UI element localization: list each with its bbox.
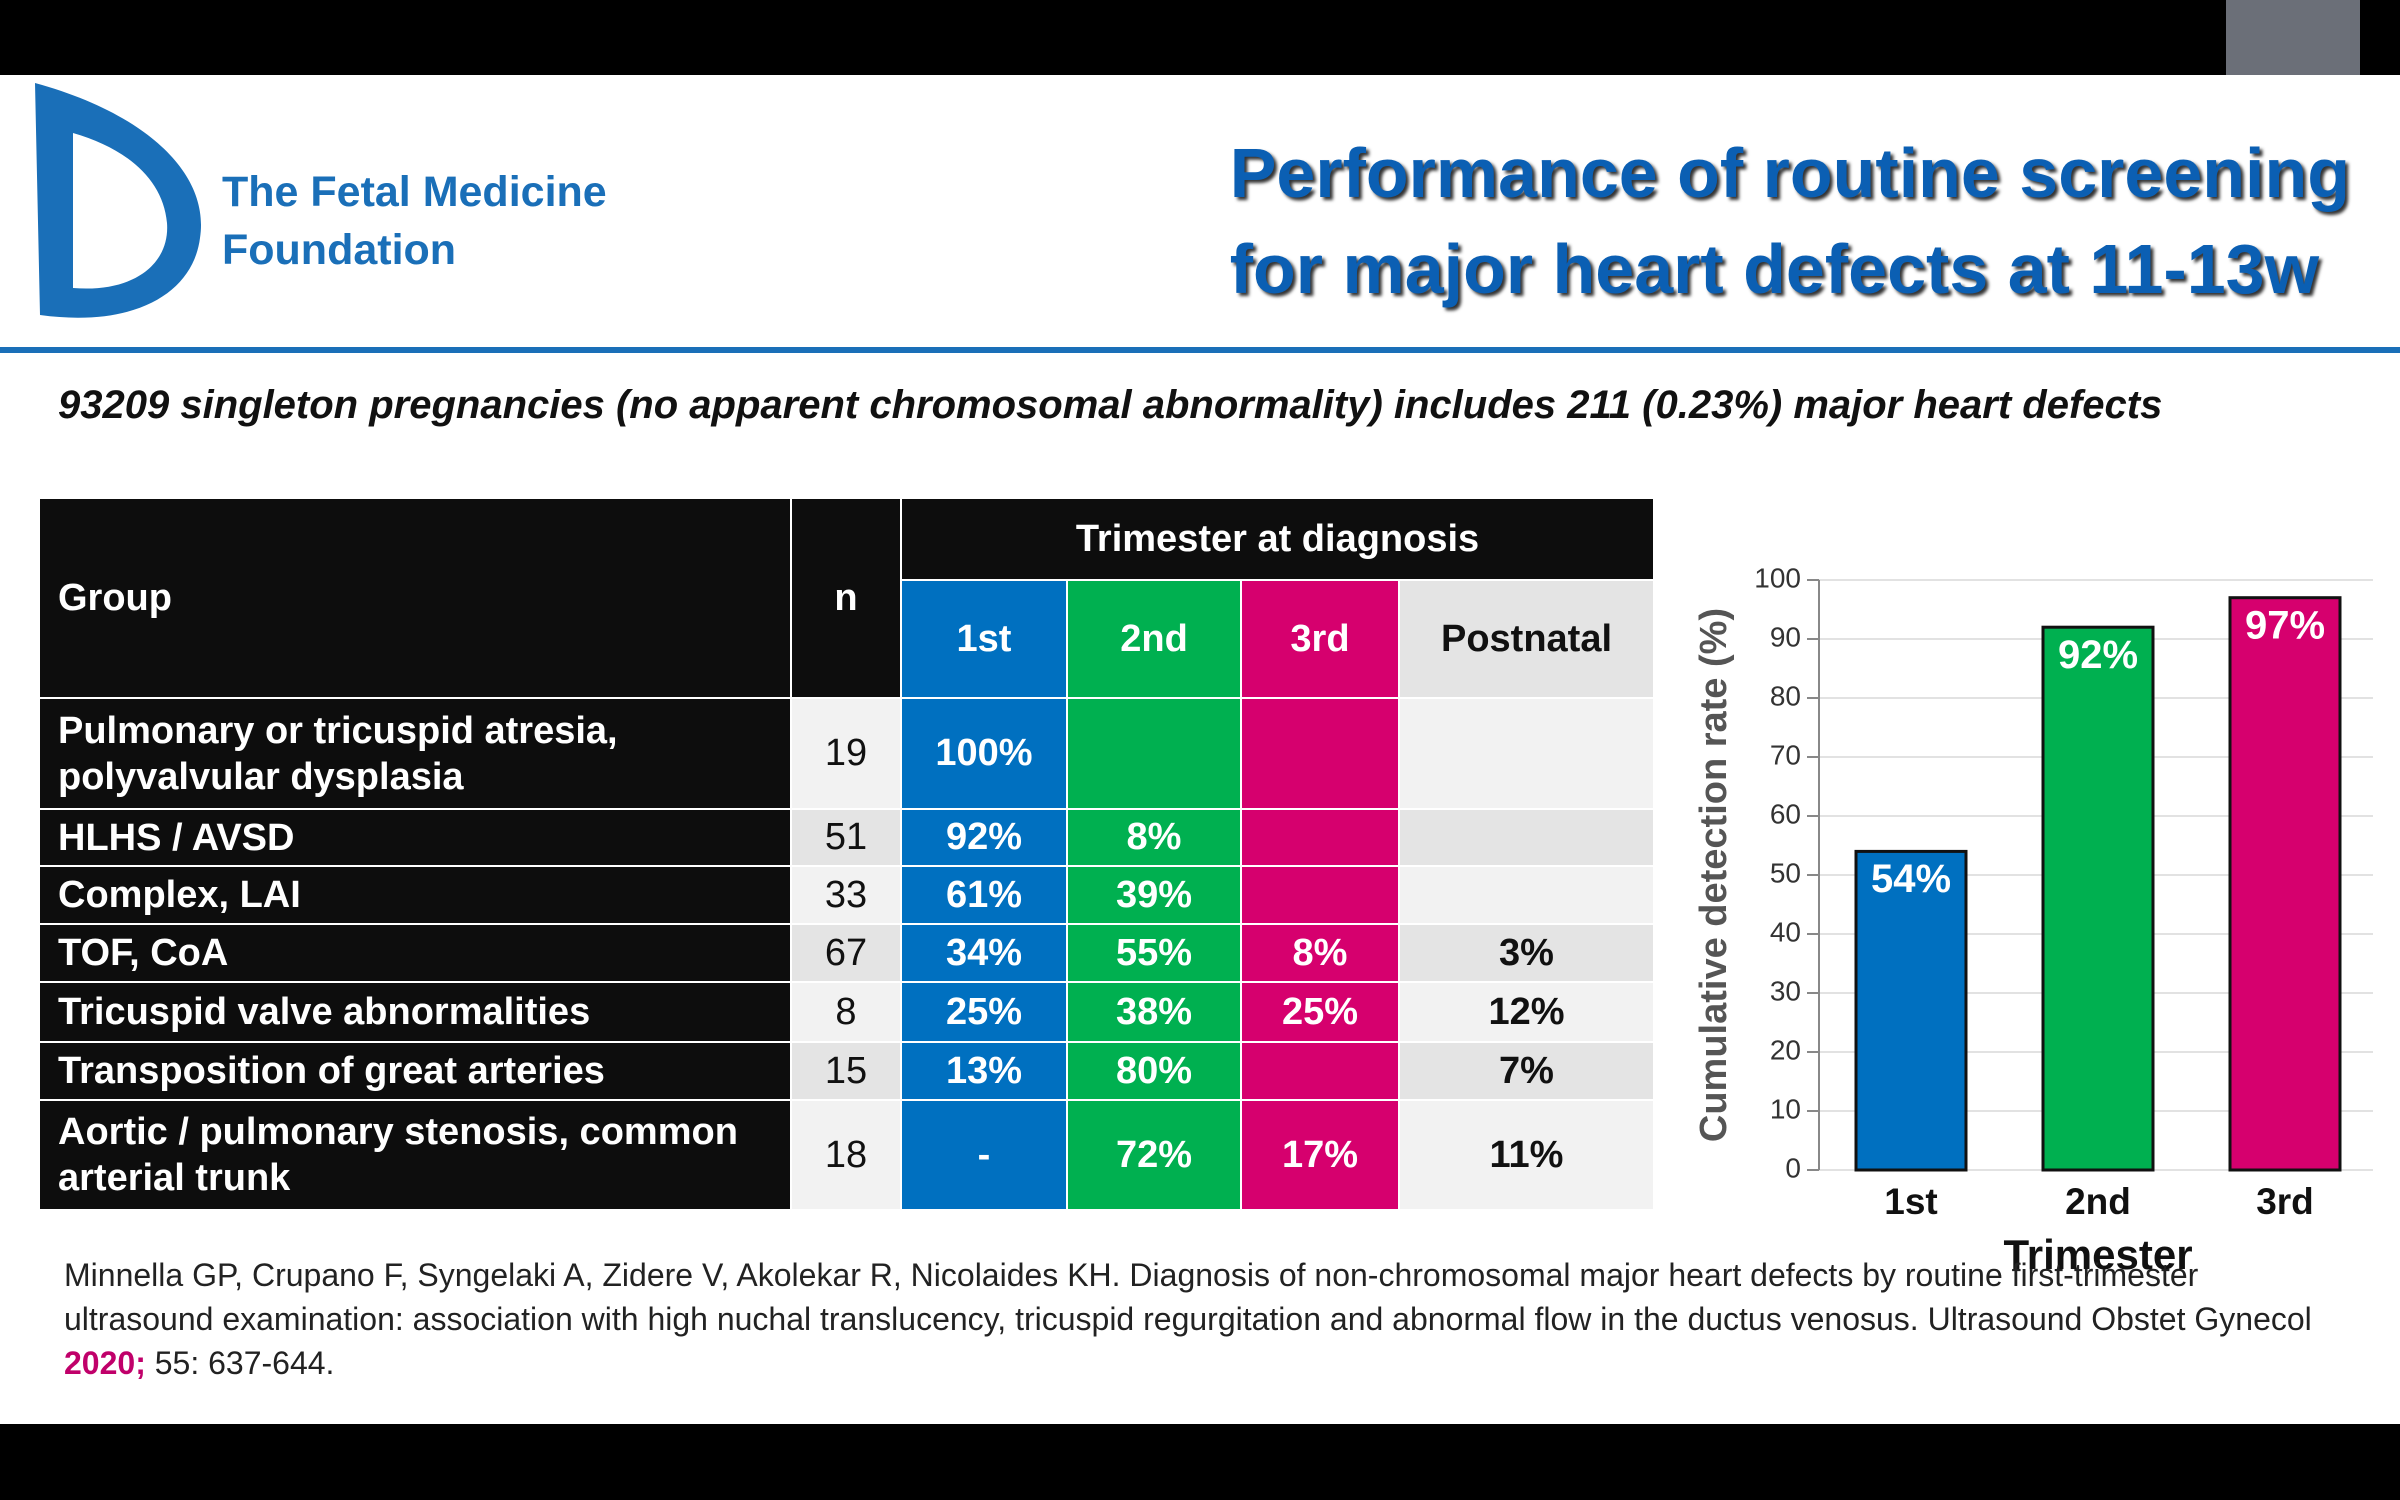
count-cell: 33 (790, 865, 902, 925)
table-row: Pulmonary or tricuspid atresia, polyvalv… (38, 697, 1655, 810)
percent-cell (1240, 1041, 1400, 1101)
percent-cell: 8% (1066, 808, 1242, 867)
group-cell: HLHS / AVSD (38, 808, 792, 867)
percent-cell (1240, 697, 1400, 810)
percent-cell: 72% (1066, 1099, 1242, 1211)
percent-cell (1398, 697, 1655, 810)
table-row: 1st 2nd 3rd Postnatal (39, 579, 1655, 699)
table-row: HLHS / AVSD 51 92% 8% (38, 808, 1655, 867)
percent-cell: 3% (1398, 923, 1655, 983)
bar-value-label: 92% (2058, 633, 2138, 677)
count-cell: 19 (790, 697, 902, 810)
group-cell: Transposition of great arteries (38, 1041, 792, 1101)
percent-cell: 11% (1398, 1099, 1655, 1211)
y-tick-label: 60 (1770, 798, 1801, 829)
bar-value-label: 54% (1871, 857, 1951, 901)
x-axis-label: Trimester (2003, 1231, 2192, 1278)
header-cell: n (790, 497, 902, 699)
group-cell: Aortic / pulmonary stenosis, common arte… (38, 1099, 792, 1211)
slide: The Fetal Medicine Foundation Performanc… (0, 75, 2400, 1424)
percent-cell: 13% (900, 1041, 1068, 1101)
results-table: Group n Trimester at diagnosis 1st 2nd 3rd Pos… (38, 497, 1655, 1211)
bar (2041, 625, 2155, 1172)
table-row: TOF, CoA 67 34% 55% 8% 3% (38, 923, 1655, 983)
y-tick-label: 50 (1770, 857, 1801, 888)
table-row: Tricuspid valve abnormalities 8 25% 38% 25% 1… (38, 981, 1655, 1043)
slide-title: Performance of routine screening for maj… (1230, 125, 2350, 317)
percent-cell: 25% (1240, 981, 1400, 1043)
table-row: Transposition of great arteries 15 13% 80% 7… (38, 1041, 1655, 1101)
subheader-cell: 2nd (1066, 579, 1242, 699)
percent-cell: 7% (1398, 1041, 1655, 1101)
percent-cell: 12% (1398, 981, 1655, 1043)
percent-cell: 61% (900, 865, 1068, 925)
bar-value-label: 97% (2245, 603, 2325, 647)
percent-cell (1398, 808, 1655, 867)
divider (0, 347, 2400, 353)
x-tick-label: 2nd (2065, 1181, 2131, 1222)
count-cell: 51 (790, 808, 902, 867)
y-tick-label: 10 (1770, 1093, 1801, 1124)
group-cell: TOF, CoA (38, 923, 792, 983)
logo-mark (35, 83, 202, 318)
subheader-cell: 1st (900, 579, 1068, 699)
org-line: The Fetal Medicine (222, 168, 607, 216)
percent-cell: - (900, 1099, 1068, 1211)
logo (35, 83, 202, 318)
percent-cell: 8% (1240, 923, 1400, 983)
y-tick-label: 80 (1770, 680, 1801, 711)
percent-cell (1240, 865, 1400, 925)
table-row: Aortic / pulmonary stenosis, common arte… (38, 1099, 1655, 1211)
group-cell: Pulmonary or tricuspid atresia, polyvalv… (38, 697, 792, 810)
percent-cell: 39% (1066, 865, 1242, 925)
x-tick-label: 1st (1884, 1181, 1937, 1222)
y-tick-label: 100 (1754, 562, 1801, 593)
table-row: Complex, LAI 33 61% 39% (38, 865, 1655, 925)
percent-cell: 92% (900, 808, 1068, 867)
percent-cell: 25% (900, 981, 1068, 1043)
y-tick-label: 0 (1785, 1152, 1801, 1183)
percent-cell (1240, 808, 1400, 867)
percent-cell: 100% (900, 697, 1068, 810)
header-cell: Trimester at diagnosis (900, 497, 1655, 581)
percent-cell: 38% (1066, 981, 1242, 1043)
organization-name: The Fetal Medicine Foundation (222, 163, 607, 279)
y-tick-label: 30 (1770, 975, 1801, 1006)
y-tick-label: 40 (1770, 916, 1801, 947)
subheader-cell: 3rd (1240, 579, 1400, 699)
table-row: Group n Trimester at diagnosis (38, 497, 1655, 699)
percent-cell: 34% (900, 923, 1068, 983)
y-tick-label: 20 (1770, 1034, 1801, 1065)
chart: 0 10 20 30 40 50 60 70 80 90 100 Cumulative detecti… (1693, 562, 2373, 1278)
count-cell: 15 (790, 1041, 902, 1101)
bar (1854, 849, 1968, 1172)
citation-year: 2020; (64, 1345, 146, 1381)
y-axis-label: Cumulative detection rate (%) (1693, 608, 1735, 1142)
bar (2228, 596, 2342, 1172)
subtitle: 93209 singleton pregnancies (no apparent… (58, 383, 2163, 427)
citation-pages: 55: 637-644. (154, 1345, 335, 1381)
group-cell: Complex, LAI (38, 865, 792, 925)
y-tick-label: 70 (1770, 739, 1801, 770)
percent-cell: 80% (1066, 1041, 1242, 1101)
y-tick-label: 90 (1770, 621, 1801, 652)
subheader-cell: Postnatal (1398, 579, 1655, 699)
citation: Minnella GP, Crupano F, Syngelaki A, Zid… (64, 1253, 2324, 1385)
header-cell: Group (38, 497, 792, 699)
title-line: Performance of routine screening (1229, 134, 2350, 212)
count-cell: 18 (790, 1099, 902, 1211)
percent-cell: 55% (1066, 923, 1242, 983)
citation-text: Minnella GP, Crupano F, Syngelaki A, Zid… (64, 1257, 2312, 1337)
percent-cell: 17% (1240, 1099, 1400, 1211)
group-cell: Tricuspid valve abnormalities (38, 981, 792, 1043)
count-cell: 8 (790, 981, 902, 1043)
org-line: Foundation (222, 226, 457, 274)
percent-cell (1066, 697, 1242, 810)
title-line: for major heart defects at 11-13w (1229, 230, 2320, 308)
percent-cell (1398, 865, 1655, 925)
x-tick-label: 3rd (2256, 1181, 2314, 1222)
count-cell: 67 (790, 923, 902, 983)
